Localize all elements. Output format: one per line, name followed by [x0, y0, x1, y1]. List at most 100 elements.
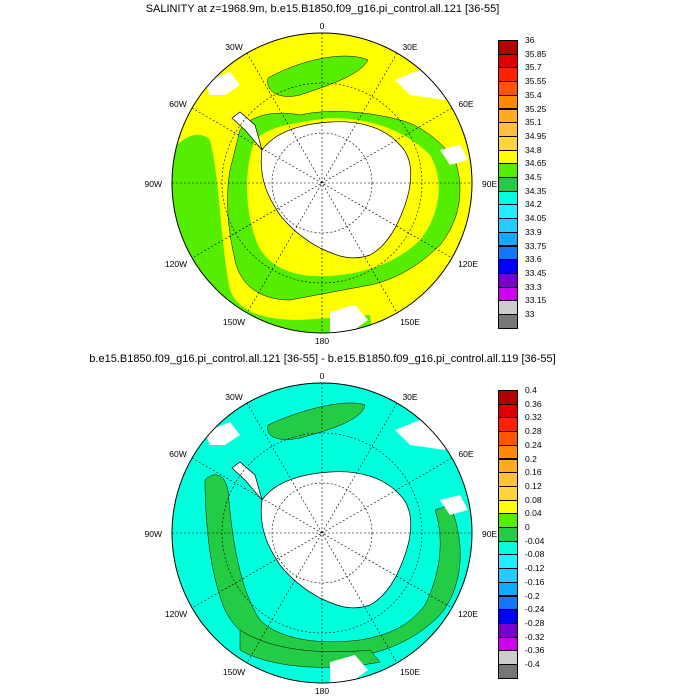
lon-label-180: 180	[315, 686, 329, 696]
colorbar-swatch	[498, 40, 518, 55]
colorbar-label: -0.2	[525, 590, 540, 601]
colorbar-label: -0.24	[525, 604, 545, 615]
colorbar-swatch	[498, 458, 518, 474]
colorbar-label: 33.15	[525, 295, 547, 306]
colorbar-swatch	[498, 431, 518, 446]
lon-label-90w: 90W	[145, 529, 162, 539]
land-patch	[330, 655, 368, 683]
lon-label-150w: 150W	[223, 317, 245, 327]
peninsula-land	[231, 111, 263, 151]
colorbar-swatch	[498, 67, 518, 83]
colorbar-swatch	[498, 417, 518, 433]
lon-label-120e: 120E	[458, 609, 478, 619]
colorbar-swatch	[498, 177, 518, 192]
colorbar-label: -0.16	[525, 576, 545, 587]
lon-label-120e: 120E	[458, 259, 478, 269]
colorbar-swatch	[498, 231, 518, 247]
colorbar-label: -0.32	[525, 631, 545, 642]
colorbar-label: 34.65	[525, 158, 547, 169]
map-border	[171, 382, 473, 684]
lon-label-30w: 30W	[225, 392, 242, 402]
lon-label-150e: 150E	[400, 317, 420, 327]
colorbar-label: 0.24	[525, 439, 542, 450]
land-patch	[330, 305, 368, 333]
colorbar-label: 35.7	[525, 62, 542, 73]
colorbar-label: 33.6	[525, 254, 542, 265]
colorbar-label: 35.1	[525, 117, 542, 128]
colorbar-label: 36	[525, 35, 535, 45]
colorbar-swatch	[498, 664, 518, 679]
lon-label-120w: 120W	[165, 609, 187, 619]
lon-label-30e: 30E	[402, 42, 417, 52]
land-patch	[440, 145, 468, 165]
colorbar-label: 33.45	[525, 267, 547, 278]
graticule	[172, 33, 472, 333]
lon-label-0: 0	[320, 21, 325, 31]
colorbar-swatch	[498, 499, 518, 515]
colorbar-label: 0.08	[525, 494, 542, 505]
difference-panel: b.e15.B1850.f09_g16.pi_control.all.121 […	[0, 350, 700, 700]
lon-label-60e: 60E	[458, 99, 473, 109]
colorbar-swatch	[498, 94, 518, 110]
salinity-band	[267, 55, 369, 97]
colorbar-label: 0.04	[525, 508, 542, 519]
lon-label-120w: 120W	[165, 259, 187, 269]
lon-label-60w: 60W	[169, 449, 186, 459]
lon-label-90e: 90E	[482, 179, 497, 189]
lon-label-180: 180	[315, 336, 329, 346]
south-america-land	[205, 422, 240, 445]
lon-label-60e: 60E	[458, 449, 473, 459]
colorbar-label: 0.28	[525, 426, 542, 437]
colorbar-label: 34.05	[525, 213, 547, 224]
colorbar-swatch	[498, 204, 518, 220]
colorbar-swatch	[498, 568, 518, 583]
lon-label-150w: 150W	[223, 667, 245, 677]
colorbar-swatch	[498, 163, 518, 178]
difference-band	[267, 402, 366, 440]
colorbar-swatch	[498, 444, 518, 460]
colorbar-swatch	[498, 581, 518, 597]
colorbar-swatch	[498, 636, 518, 652]
colorbar-label: -0.28	[525, 617, 545, 628]
colorbar-label: 33	[525, 309, 535, 319]
colorbar-swatch	[498, 53, 518, 69]
colorbar-label: 34.35	[525, 185, 547, 196]
colorbar-label: 34.95	[525, 130, 547, 141]
polar-map: 0 30E 60E 90E 120E 150E 180 150W 120W 90…	[145, 371, 498, 696]
colorbar-swatch	[498, 403, 518, 419]
lon-label-0: 0	[320, 371, 325, 381]
colorbar-swatch	[498, 245, 518, 261]
colorbar-label: 0	[525, 522, 530, 532]
colorbar-label: -0.08	[525, 549, 545, 560]
colorbar-label: 33.75	[525, 240, 547, 251]
lon-label-30w: 30W	[225, 42, 242, 52]
salinity-panel: SALINITY at z=1968.9m, b.e15.B1850.f09_g…	[145, 3, 547, 346]
colorbar-swatch	[498, 218, 518, 233]
colorbar-swatch	[498, 190, 518, 206]
colorbar-swatch	[498, 595, 518, 611]
colorbar-label: 35.85	[525, 48, 547, 59]
panel-title: SALINITY at z=1968.9m, b.e15.B1850.f09_g…	[145, 3, 500, 15]
colorbar-label: 35.25	[525, 103, 547, 114]
colorbar-label: 0.4	[525, 385, 537, 395]
colorbar-label: 0.32	[525, 412, 542, 423]
land-patch	[440, 495, 468, 515]
colorbar-label: 34.5	[525, 172, 542, 182]
peninsula-land	[231, 461, 263, 501]
colorbar-label: -0.4	[525, 659, 540, 669]
colorbar-swatch	[498, 259, 518, 274]
colorbar-swatch	[498, 622, 518, 638]
colorbar-swatch	[498, 286, 518, 302]
lon-label-90w: 90W	[145, 179, 162, 189]
lon-label-60w: 60W	[169, 99, 186, 109]
colorbar-label: 0.36	[525, 398, 542, 409]
panel-title: b.e15.B1850.f09_g16.pi_control.all.121 […	[89, 353, 556, 365]
colorbar-swatch	[498, 314, 518, 329]
colorbar-swatch	[498, 135, 518, 151]
colorbar-label: -0.04	[525, 535, 545, 546]
lon-label-150e: 150E	[400, 667, 420, 677]
colorbar-swatch	[498, 609, 518, 624]
land-patch	[395, 70, 450, 100]
salinity-band	[172, 134, 372, 333]
colorbar-label: 35.4	[525, 89, 542, 100]
